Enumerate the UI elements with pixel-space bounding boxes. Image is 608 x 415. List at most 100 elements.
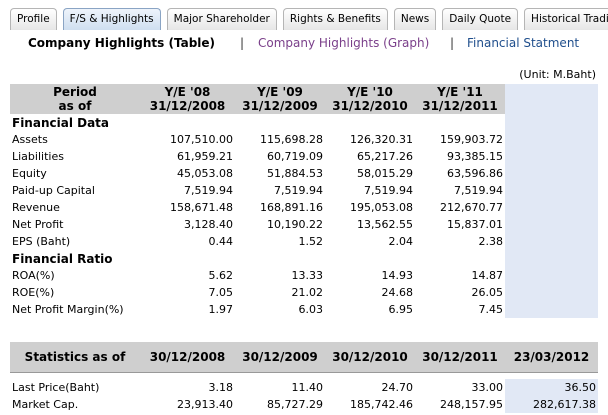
value-cell: 3.18 [208,381,234,394]
value-cell: 7.45 [478,303,504,316]
value-cell: 168,891.16 [260,201,323,214]
value-cell: 7,519.94 [454,184,503,197]
header-line: Y/E '10 [347,85,393,99]
value-cell: 159,903.72 [440,133,503,146]
tab[interactable]: Major Shareholder [166,8,277,30]
blank-cell [505,267,598,284]
data-row: Revenue 158,671.48 168,891.16 195,053.08 212… [10,199,598,216]
value-cell: 14.87 [471,269,504,282]
section-title: Financial Ratio [12,251,113,266]
row-label: Revenue [12,201,60,214]
value-cell: 7,519.94 [184,184,233,197]
value-cell: 1.52 [298,235,324,248]
value-cell: 13.33 [291,269,324,282]
tab[interactable]: Rights & Benefits [282,8,388,30]
blank-cell [505,165,598,182]
value-cell: 65,217.26 [357,150,413,163]
header-cell: 30/12/2010 [325,342,415,373]
blank-cell [505,233,598,250]
value-cell: 11.40 [291,381,324,394]
row-label: ROA(%) [12,269,55,282]
value-cell: 2.04 [388,235,414,248]
value-cell: 85,727.29 [267,398,323,411]
value-cell: 58,015.29 [357,167,413,180]
sub-tab[interactable]: Company Highlights (Table) [28,36,216,50]
sub-navigation: Company Highlights (Table) Company Highli… [0,36,608,54]
blank-cell [505,284,598,301]
section-title: Financial Data [12,115,110,130]
value-cell: 23,913.40 [177,398,233,411]
tab-bar: Profile F/S & Highlights Major Shareholder… [10,8,608,30]
header-cell: 23/03/2012 [505,342,598,373]
value-cell: 24.68 [381,286,414,299]
separator: | [240,36,245,50]
header-cell: 30/12/2011 [415,342,505,373]
tab[interactable]: F/S & Highlights [62,8,161,30]
header-line: Y/E '11 [437,85,483,99]
value-cell: 115,698.28 [260,133,323,146]
value-cell: 195,053.08 [350,201,413,214]
row-label: Net Profit [12,218,64,231]
row-label: Last Price(Baht) [12,381,100,394]
value-cell: 107,510.00 [170,133,233,146]
data-row: Net Profit 3,128.40 10,190.22 13,562.55 15,8… [10,216,598,233]
header-line: 31/12/2009 [242,99,318,113]
statistics-header: Statistics as of 30/12/2008 30/12/2009 30/1… [10,342,598,373]
blank-cell [505,250,598,267]
header-cell: Y/E '09 31/12/2009 [235,84,325,114]
value-cell: 6.95 [388,303,414,316]
sub-tab[interactable]: Financial Statment [467,36,580,50]
row-label: Market Cap. [12,398,79,411]
row-label: ROE(%) [12,286,55,299]
header-cell: Period as of [10,84,140,114]
header-cell: 30/12/2008 [140,342,235,373]
header-cell: Y/E '11 31/12/2011 [415,84,505,114]
section-row: Financial Data [10,114,598,131]
header-cell: Y/E '08 31/12/2008 [140,84,235,114]
tab[interactable]: Daily Quote [442,8,519,30]
header-row: Period as of Y/E '08 31/12/2008 Y/E '09 31/12… [10,84,598,114]
tab[interactable]: News [393,8,437,30]
value-cell: 21.02 [291,286,324,299]
unit-label: (Unit: M.Baht) [519,68,596,81]
blank-cell [505,84,598,114]
tab[interactable]: Historical Trading [524,8,608,30]
header-cell: Y/E '10 31/12/2010 [325,84,415,114]
data-row: Liabilities 61,959.21 60,719.09 65,217.26 93… [10,148,598,165]
data-row: Paid-up Capital 7,519.94 7,519.94 7,519.94 7… [10,182,598,199]
section-row: Financial Ratio [10,250,598,267]
sub-tab[interactable]: Company Highlights (Graph) [258,36,430,50]
value-cell: 7,519.94 [274,184,323,197]
header-line: 31/12/2011 [422,99,498,113]
value-cell: 33.00 [471,381,504,394]
value-cell: 7.05 [208,286,234,299]
data-row: Market Cap. 23,913.40 85,727.29 185,742.46 2… [10,396,598,413]
value-cell: 7,519.94 [364,184,413,197]
data-row: ROA(%) 5.62 13.33 14.93 14.87 [10,267,598,284]
value-cell: 10,190.22 [267,218,323,231]
data-row: Assets 107,510.00 115,698.28 126,320.31 159,… [10,131,598,148]
header-line: Period [53,85,97,99]
tab[interactable]: Profile [10,8,57,30]
header-cell: Statistics as of [10,342,140,373]
row-label: Liabilities [12,150,64,163]
blank-cell [505,199,598,216]
header-cell: 30/12/2009 [235,342,325,373]
blank-cell [505,148,598,165]
value-cell: 61,959.21 [177,150,233,163]
header-line: Y/E '08 [164,85,211,99]
separator: | [450,36,455,50]
value-cell: 185,742.46 [350,398,413,411]
value-cell: 158,671.48 [170,201,233,214]
value-cell: 2.38 [478,235,504,248]
value-cell: 13,562.55 [357,218,413,231]
row-label: Net Profit Margin(%) [12,303,124,316]
data-row: Last Price(Baht) 3.18 11.40 24.70 33.00 36.50 [10,379,598,396]
value-cell: 212,670.77 [440,201,503,214]
value-cell: 282,617.38 [505,396,598,413]
row-label: Equity [12,167,47,180]
value-cell: 15,837.01 [447,218,503,231]
value-cell: 45,053.08 [177,167,233,180]
blank-cell [505,182,598,199]
value-cell: 248,157.95 [440,398,503,411]
